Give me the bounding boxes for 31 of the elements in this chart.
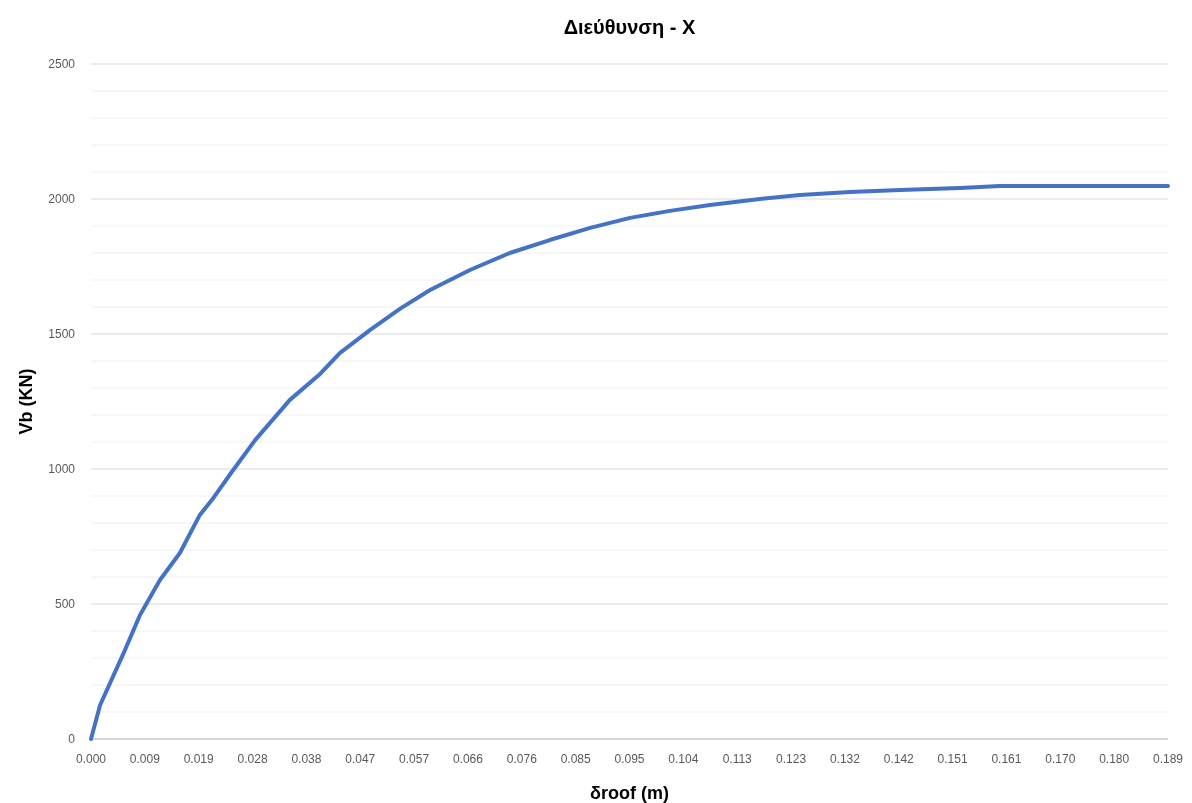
x-tick-label: 0.189 — [1152, 752, 1184, 766]
x-tick-label: 0.095 — [614, 752, 645, 766]
x-tick-label: 0.000 — [75, 752, 107, 766]
y-tick-label: 1500 — [48, 327, 76, 342]
x-tick-label: 0.038 — [291, 752, 322, 766]
x-tick-label: 0.151 — [937, 752, 968, 766]
x-tick-label: 0.019 — [183, 752, 215, 766]
x-tick-label: 0.057 — [399, 752, 430, 766]
y-tick-label: 2000 — [48, 192, 76, 207]
y-tick-label: 500 — [54, 597, 76, 612]
y-tick-label: 2500 — [48, 57, 76, 72]
x-tick-label: 0.009 — [129, 752, 161, 766]
x-tick-label: 0.028 — [237, 752, 268, 766]
y-tick-label: 0 — [68, 732, 76, 747]
x-tick-label: 0.180 — [1099, 752, 1130, 766]
x-tick-label: 0.076 — [506, 752, 538, 766]
x-tick-label: 0.161 — [991, 752, 1022, 766]
y-tick-label: 1000 — [48, 462, 76, 477]
x-tick-label: 0.123 — [776, 752, 807, 766]
x-tick-label: 0.113 — [722, 752, 753, 766]
x-tick-label: 0.104 — [668, 752, 699, 766]
line-series — [89, 184, 1170, 741]
y-axis-title: Vb (KN) — [16, 368, 36, 435]
chart-title: Διεύθυνση - X — [563, 16, 696, 38]
x-axis-title: δroof (m) — [590, 783, 669, 803]
x-tick-label: 0.085 — [560, 752, 591, 766]
x-tick-label: 0.132 — [829, 752, 861, 766]
x-tick-label: 0.142 — [883, 752, 915, 766]
x-tick-label: 0.047 — [345, 752, 376, 766]
x-tick-label: 0.170 — [1045, 752, 1076, 766]
x-tick-label: 0.066 — [452, 752, 484, 766]
